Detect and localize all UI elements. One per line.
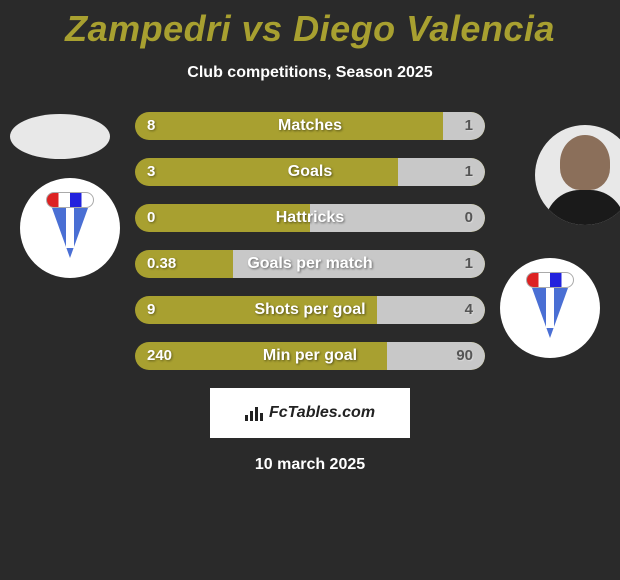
chart-icon <box>245 405 265 421</box>
metric-row: 81Matches <box>0 112 620 140</box>
metric-row: 31Goals <box>0 158 620 186</box>
metric-label: Goals per match <box>135 250 485 278</box>
metric-label: Hattricks <box>135 204 485 232</box>
metric-row: 0.381Goals per match <box>0 250 620 278</box>
metric-label: Min per goal <box>135 342 485 370</box>
metric-row: 00Hattricks <box>0 204 620 232</box>
metric-label: Matches <box>135 112 485 140</box>
metric-label: Shots per goal <box>135 296 485 324</box>
footer-date: 10 march 2025 <box>0 456 620 474</box>
brand-label: FcTables.com <box>269 404 375 422</box>
metric-row: 94Shots per goal <box>0 296 620 324</box>
metric-label: Goals <box>135 158 485 186</box>
comparison-chart: 81Matches 31Goals 00Hattricks 0.381Goals pe… <box>0 112 620 370</box>
metric-row: 24090Min per goal <box>0 342 620 370</box>
brand-badge: FcTables.com <box>210 388 410 438</box>
page-title: Zampedri vs Diego Valencia <box>0 0 620 50</box>
page-subtitle: Club competitions, Season 2025 <box>0 64 620 82</box>
